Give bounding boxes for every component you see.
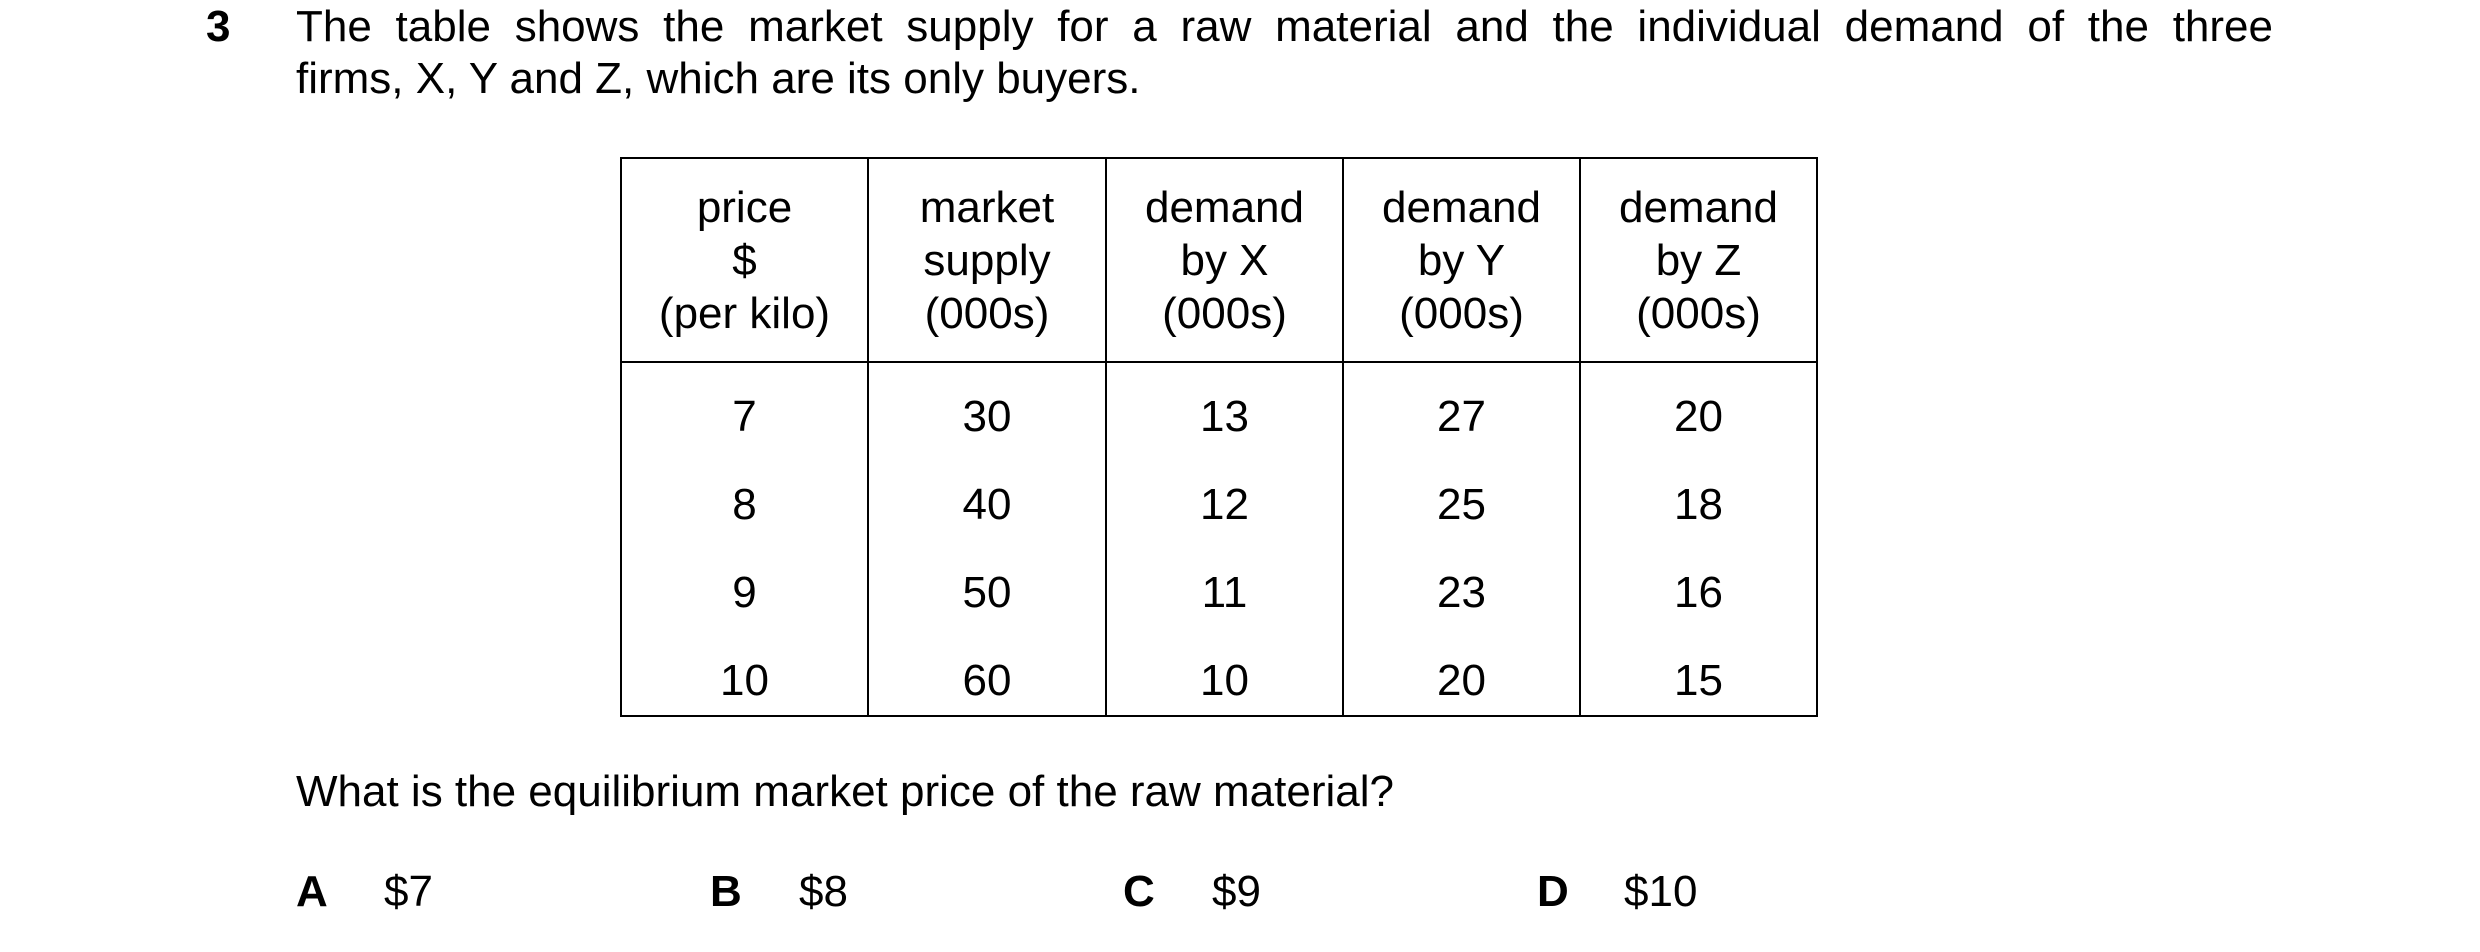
option-letter: C xyxy=(1123,867,1155,916)
table-cell: 40 xyxy=(867,451,1107,539)
table-cell: 16 xyxy=(1579,539,1818,627)
prompt: What is the equilibrium market price of … xyxy=(296,767,1394,816)
header-line: (000s) xyxy=(1162,288,1287,338)
table-cell: 18 xyxy=(1579,451,1818,539)
intro-line: The table shows the market supply for a … xyxy=(296,2,2273,51)
table-cell: 25 xyxy=(1342,451,1581,539)
table-cell: 50 xyxy=(867,539,1107,627)
header-line: $ xyxy=(732,235,757,285)
header-line: by Y xyxy=(1417,235,1506,285)
table-cell: 10 xyxy=(620,627,869,717)
data-table: price $ (per kilo) market supply (000s) demand… xyxy=(620,157,1818,717)
table-cell: 15 xyxy=(1579,627,1818,717)
option-text: $7 xyxy=(384,867,433,916)
option-letter: A xyxy=(296,867,328,916)
table-row: 9 50 11 23 16 xyxy=(620,539,1818,627)
table-cell: 12 xyxy=(1105,451,1344,539)
option-text: $9 xyxy=(1212,867,1261,916)
intro-line: firms, X, Y and Z, which are its only bu… xyxy=(296,54,1141,103)
table-cell: 13 xyxy=(1105,362,1344,451)
header-line: by X xyxy=(1180,235,1269,285)
table-body: 7 30 13 27 20 8 40 12 25 18 9 50 11 23 16 10 60 10 20 15 xyxy=(620,362,1818,717)
table-cell: 10 xyxy=(1105,627,1344,717)
header-cell: market supply (000s) xyxy=(867,157,1107,363)
header-cell: demand by Z (000s) xyxy=(1579,157,1818,363)
table-cell: 27 xyxy=(1342,362,1581,451)
table-cell: 60 xyxy=(867,627,1107,717)
table-cell: 9 xyxy=(620,539,869,627)
header-line: by Z xyxy=(1655,235,1742,285)
table-row: 8 40 12 25 18 xyxy=(620,451,1818,539)
table-row: 10 60 10 20 15 xyxy=(620,627,1818,717)
option-text: $10 xyxy=(1624,867,1698,916)
table-cell: 20 xyxy=(1342,627,1581,717)
header-line: (000s) xyxy=(924,288,1050,338)
table-cell: 8 xyxy=(620,451,869,539)
table-cell: 30 xyxy=(867,362,1107,451)
header-line: (000s) xyxy=(1636,288,1761,338)
table-row: 7 30 13 27 20 xyxy=(620,362,1818,451)
question-number: 3 xyxy=(206,2,231,51)
header-line: (per kilo) xyxy=(658,288,831,338)
option-letter: D xyxy=(1537,867,1569,916)
table-cell: 23 xyxy=(1342,539,1581,627)
header-cell: demand by Y (000s) xyxy=(1342,157,1581,363)
header-cell: demand by X (000s) xyxy=(1105,157,1344,363)
header-cell: price $ (per kilo) xyxy=(620,157,869,363)
table-cell: 7 xyxy=(620,362,869,451)
table-cell: 11 xyxy=(1105,539,1344,627)
header-row: price $ (per kilo) market supply (000s) demand… xyxy=(620,157,1818,363)
header-line: demand xyxy=(1144,182,1304,232)
header-line: price xyxy=(696,182,793,232)
table-cell: 20 xyxy=(1579,362,1818,451)
option-letter: B xyxy=(710,867,742,916)
option-text: $8 xyxy=(799,867,848,916)
header-line: demand xyxy=(1618,182,1778,232)
header-line: supply xyxy=(923,235,1051,285)
header-line: market xyxy=(919,182,1055,232)
header-line: demand xyxy=(1381,182,1541,232)
header-line: (000s) xyxy=(1399,288,1524,338)
